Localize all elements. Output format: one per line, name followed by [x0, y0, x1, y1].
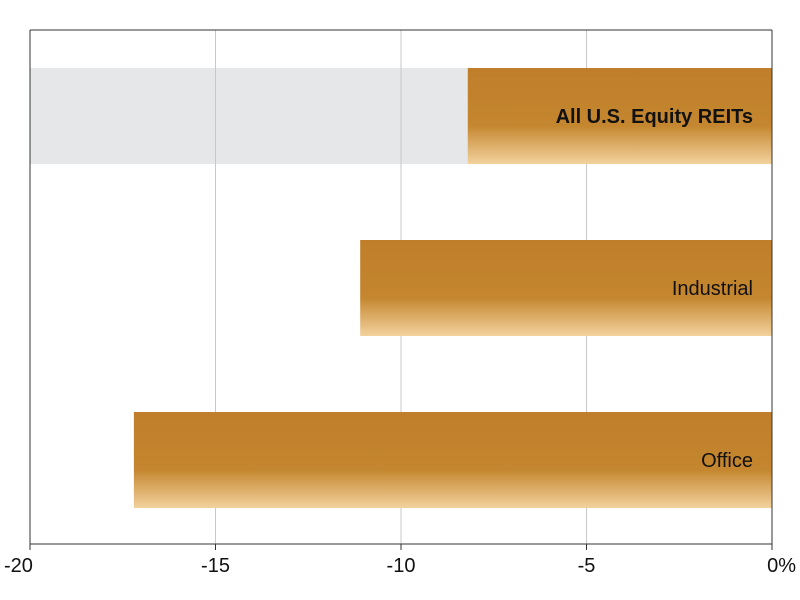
- label-layer: -20 -15 -10 -5 0% All U.S. Equity REITs Indust…: [4, 106, 796, 577]
- bar-layer: [133, 68, 772, 508]
- x-tick-label: 0%: [767, 555, 796, 577]
- x-tick-label: -15: [201, 555, 230, 577]
- x-tick-label: -5: [578, 555, 596, 577]
- bar-office: [133, 412, 772, 508]
- x-tick-label: -20: [4, 555, 33, 577]
- category-label-office: Office: [701, 450, 753, 472]
- bar-all-u-s-equity-reits: [467, 68, 772, 164]
- category-label-industrial: Industrial: [672, 278, 753, 300]
- x-tick-label: -10: [387, 555, 416, 577]
- bar-industrial: [360, 240, 772, 336]
- category-label-all-u-s-equity-reits: All U.S. Equity REITs: [556, 106, 753, 128]
- axis-layer: [29, 29, 773, 550]
